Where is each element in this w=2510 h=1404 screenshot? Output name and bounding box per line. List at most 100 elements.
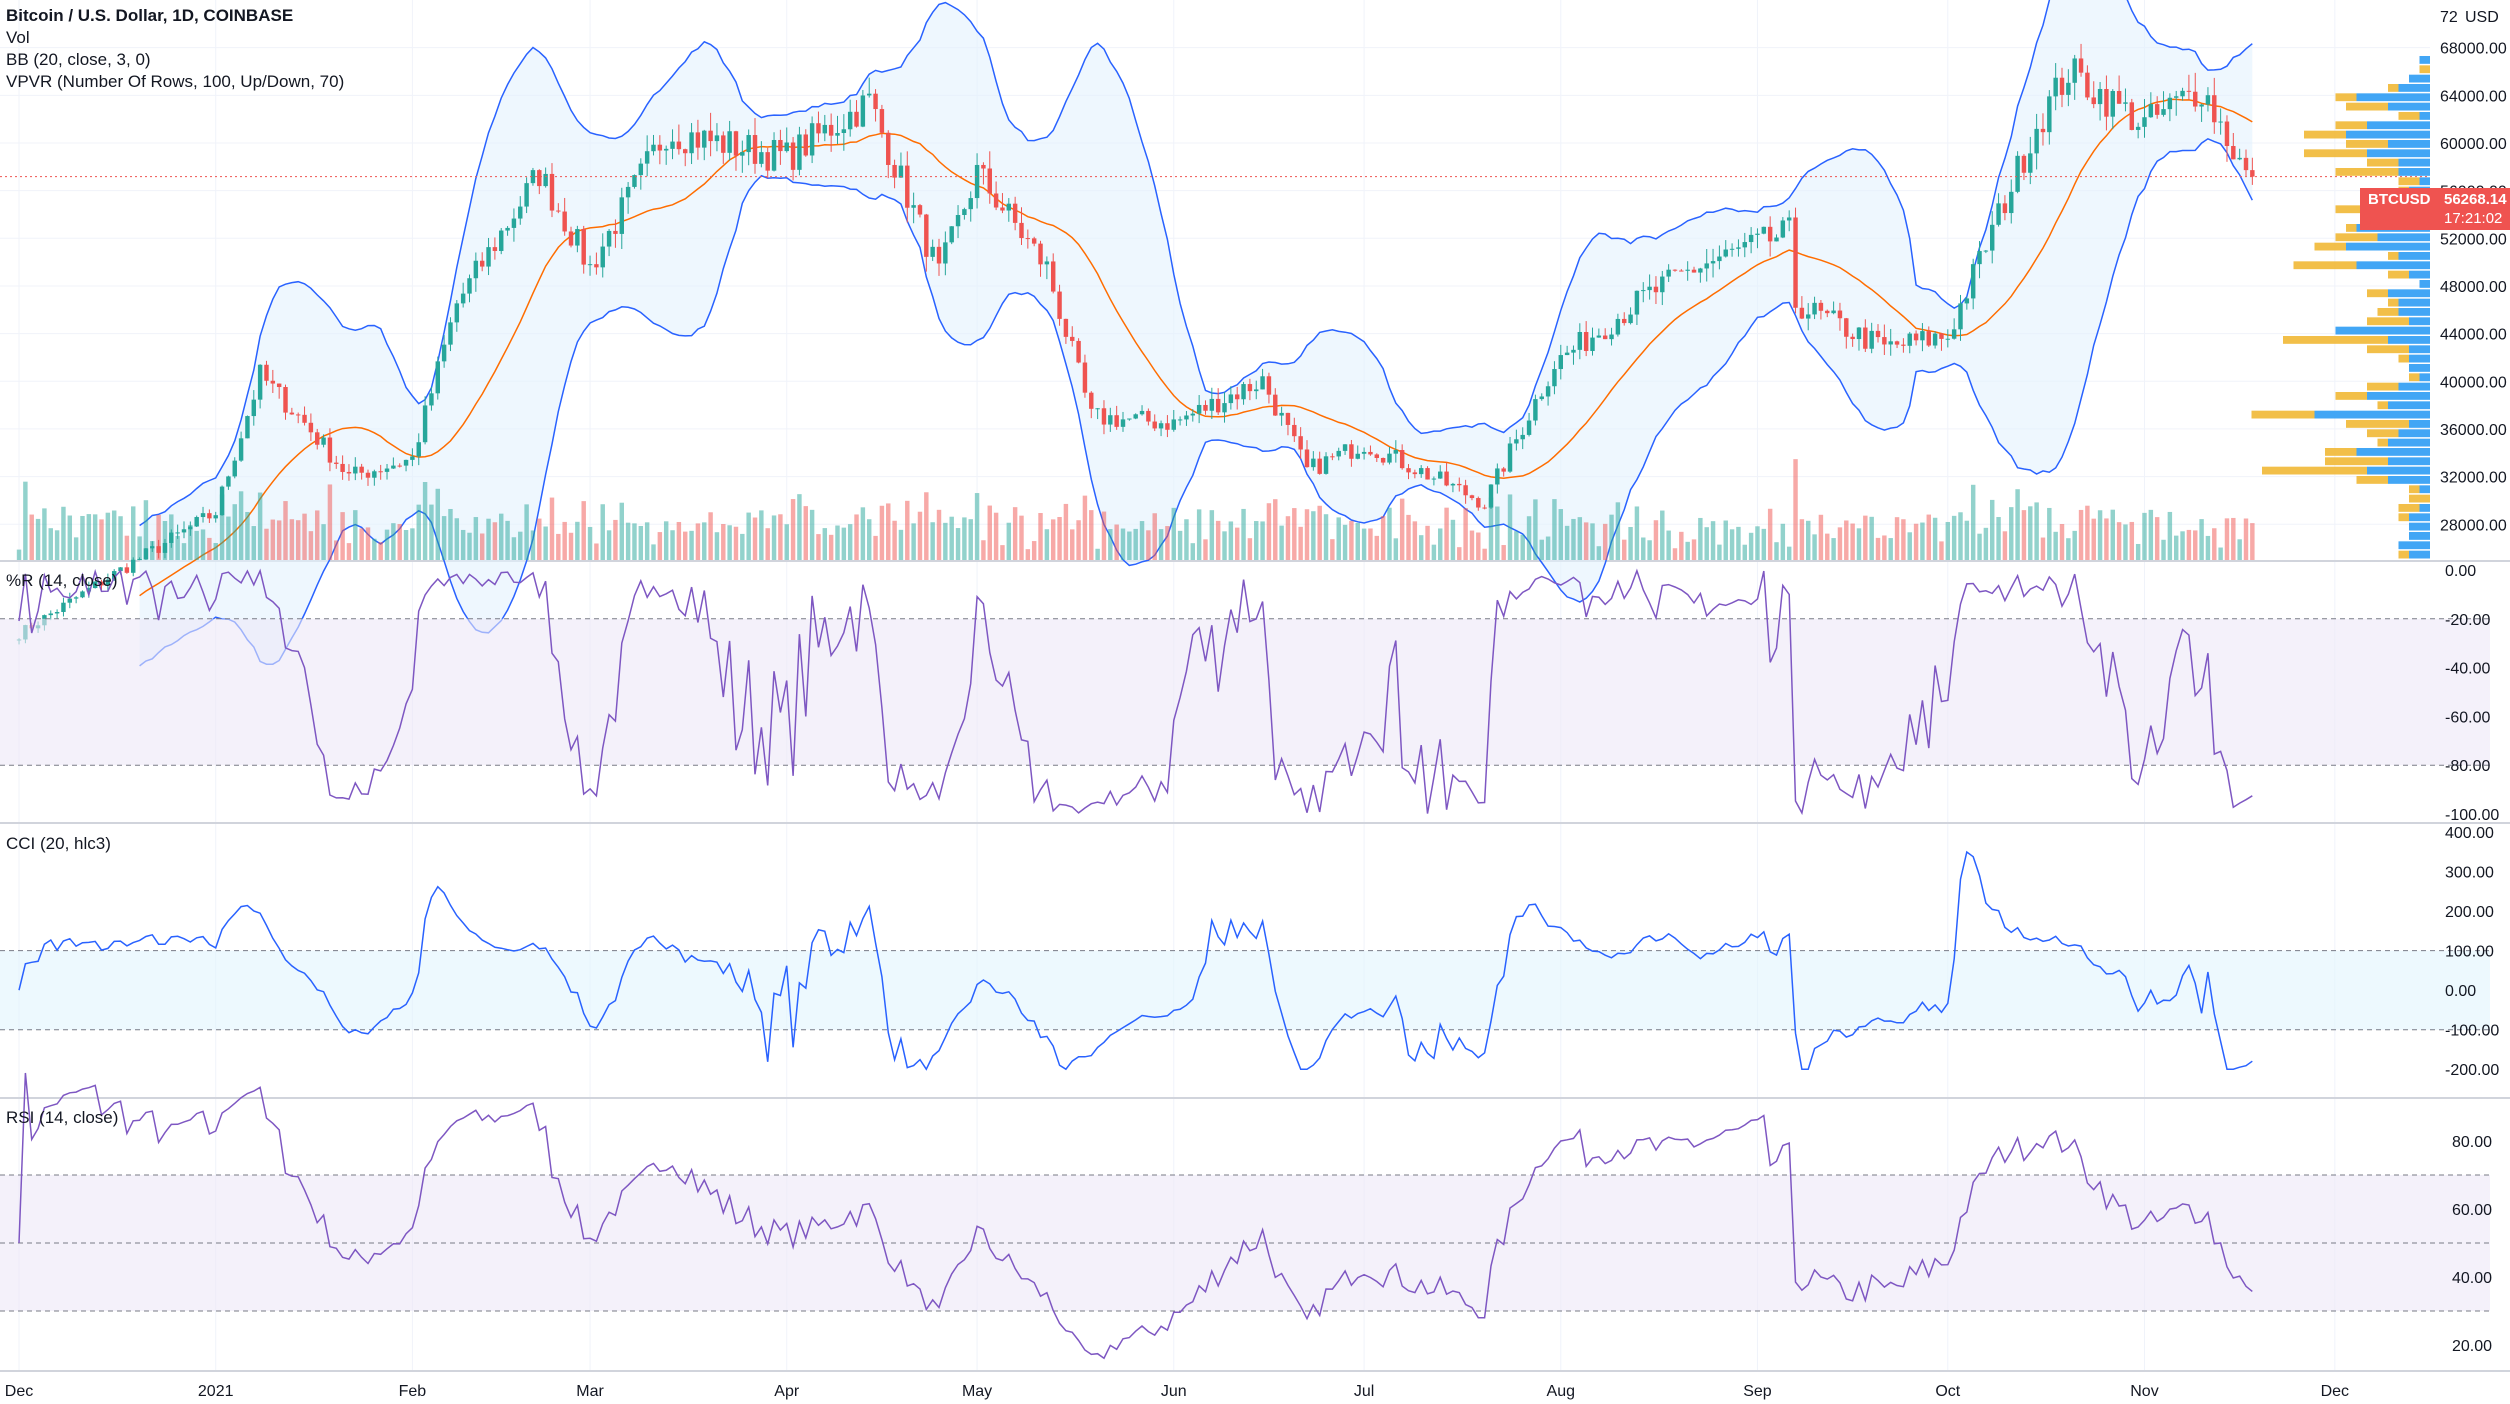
candle-body — [295, 414, 301, 416]
volume-bar — [321, 524, 326, 560]
time-axis-label: Dec — [5, 1383, 33, 1400]
candle-body — [568, 231, 574, 246]
candle-body — [334, 462, 339, 464]
volume-bar — [886, 503, 891, 560]
volume-profile-down-row — [2409, 494, 2430, 503]
study-volume[interactable]: Vol — [6, 28, 30, 47]
volume-bar — [2218, 547, 2223, 560]
volume-bar — [1685, 541, 1690, 560]
candle-body — [105, 579, 111, 586]
candle-body — [1736, 247, 1741, 249]
candle-body — [1825, 310, 1830, 314]
candle-body — [835, 133, 840, 136]
time-axis-label: Jul — [1354, 1383, 1374, 1400]
candle-body — [1945, 338, 1951, 340]
candle-body — [530, 170, 536, 184]
candle-body — [1127, 418, 1132, 420]
candle-body — [1710, 261, 1716, 264]
cci-axis-label: -200.00 — [2445, 1062, 2499, 1079]
candle-body — [150, 546, 155, 549]
volume-bar — [924, 492, 929, 560]
volume-bar — [1748, 532, 1754, 560]
williams-r-label[interactable]: %R (14, close) — [6, 571, 118, 590]
candle-body — [1660, 276, 1665, 293]
candle-body — [1387, 453, 1392, 463]
volume-profile-down-row — [2367, 158, 2399, 167]
volume-bar — [1825, 533, 1830, 560]
candle-body — [1970, 264, 1976, 299]
volume-bar — [378, 542, 383, 560]
time-axis-label: 2021 — [198, 1383, 234, 1400]
candle-body — [1926, 331, 1931, 346]
candle-body — [537, 170, 542, 187]
volume-bar — [467, 532, 472, 560]
candle-body — [2135, 126, 2141, 130]
volume-bar — [1311, 511, 1316, 560]
candle-body — [936, 246, 942, 264]
volume-profile-up-row — [2388, 102, 2430, 111]
volume-bar — [1533, 499, 1538, 560]
candle-body — [759, 152, 764, 164]
volume-bar — [1457, 547, 1462, 560]
volume-bar — [302, 513, 307, 560]
volume-bar — [1622, 539, 1627, 560]
volume-profile-down-row — [2356, 476, 2388, 484]
candle-body — [924, 214, 929, 257]
volume-bar — [473, 517, 479, 560]
volume-profile-down-row — [2377, 401, 2388, 410]
candle-body — [1545, 386, 1551, 397]
candle-body — [1812, 302, 1817, 315]
candle-body — [61, 602, 66, 612]
candle-body — [917, 205, 923, 215]
volume-bar — [797, 494, 802, 560]
volume-bar — [1894, 517, 1900, 560]
volume-bar — [1361, 528, 1367, 560]
candle-body — [1806, 314, 1811, 319]
volume-bar — [340, 512, 345, 560]
volume-bar — [1380, 516, 1386, 560]
candle-body — [1190, 413, 1196, 416]
candle-body — [2243, 157, 2249, 171]
volume-bar — [1082, 495, 1088, 560]
candle-body — [1196, 404, 1202, 414]
candle-body — [2002, 203, 2008, 214]
volume-profile — [2251, 56, 2430, 559]
volume-profile-down-row — [2346, 420, 2409, 428]
candle-body — [670, 141, 675, 149]
volume-bar — [1507, 494, 1513, 560]
candle-body — [816, 123, 821, 134]
volume-bar — [131, 506, 136, 560]
volume-profile-down-row — [2409, 485, 2420, 494]
volume-profile-down-row — [2335, 93, 2357, 102]
study-bollinger[interactable]: BB (20, close, 3, 0) — [6, 50, 151, 69]
volume-profile-up-row — [2398, 158, 2430, 167]
volume-bar — [905, 500, 910, 560]
volume-bar — [397, 524, 402, 560]
candle-body — [1793, 217, 1798, 308]
study-vpvr[interactable]: VPVR (Number Of Rows, 100, Up/Down, 70) — [6, 72, 345, 91]
volume-bar — [721, 524, 726, 560]
rsi-label[interactable]: RSI (14, close) — [6, 1108, 119, 1127]
volume-bar — [403, 530, 409, 560]
volume-bar — [1431, 544, 1437, 560]
candle-body — [1006, 203, 1012, 211]
price-axis-label: 40000.00 — [2440, 374, 2507, 391]
volume-bar — [1355, 522, 1360, 560]
volume-bar — [232, 504, 237, 560]
candle-body — [479, 260, 485, 267]
cci-label[interactable]: CCI (20, hlc3) — [6, 834, 111, 853]
volume-profile-up-row — [2388, 140, 2430, 148]
volume-profile-down-row — [2346, 140, 2388, 148]
symbol-title[interactable]: Bitcoin / U.S. Dollar, 1D, COINBASE — [6, 6, 294, 25]
candle-body — [1469, 495, 1475, 499]
volume-bar — [1970, 484, 1976, 560]
candle-body — [930, 246, 935, 257]
volume-bar — [663, 521, 669, 560]
candle-body — [2161, 109, 2166, 115]
volume-bar — [1577, 517, 1583, 560]
volume-bar — [1070, 529, 1075, 560]
volume-bar — [962, 517, 967, 560]
candle-body — [1279, 412, 1284, 416]
candle-body — [1767, 226, 1773, 242]
